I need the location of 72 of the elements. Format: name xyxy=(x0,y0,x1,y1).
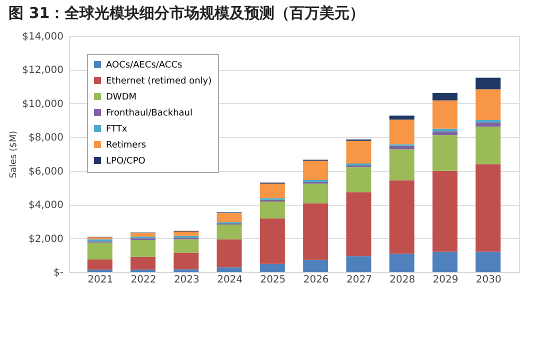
bar xyxy=(389,120,414,144)
bar xyxy=(260,218,285,264)
legend-label: AOCs/AECs/ACCs xyxy=(106,60,183,70)
bar xyxy=(260,202,285,218)
y-tick-label: $14,000 xyxy=(22,32,64,42)
bar xyxy=(432,170,458,252)
bar xyxy=(432,92,458,100)
y-tick-label: $8,000 xyxy=(28,132,64,144)
x-tick-label: 2030 xyxy=(476,274,502,286)
bar xyxy=(174,232,199,236)
legend-label: FTTx xyxy=(106,124,128,134)
bar xyxy=(389,146,414,150)
bar xyxy=(130,256,156,270)
bar xyxy=(174,269,199,272)
bar xyxy=(476,126,501,164)
bar xyxy=(216,213,242,222)
legend-label: Fronthaul/Backhaul xyxy=(106,108,192,118)
bar xyxy=(174,252,199,270)
bar xyxy=(130,232,156,237)
legend-label: Ethernet (retimed only) xyxy=(106,76,212,86)
bar xyxy=(87,260,112,270)
bar xyxy=(476,89,501,120)
bar xyxy=(130,240,156,257)
bar xyxy=(432,252,458,272)
bar xyxy=(432,100,458,129)
x-tick-label: 2025 xyxy=(260,274,286,286)
y-tick-label: $10,000 xyxy=(22,98,64,110)
bar xyxy=(432,131,458,136)
bar xyxy=(346,140,372,164)
bar xyxy=(216,267,242,272)
bar xyxy=(346,192,372,256)
bar xyxy=(476,120,501,122)
bar xyxy=(346,167,372,192)
y-tick-label: $- xyxy=(54,268,64,278)
bar xyxy=(303,260,328,272)
bar xyxy=(260,184,285,198)
y-tick-label: $6,000 xyxy=(28,166,64,178)
x-tick-label: 2027 xyxy=(346,274,372,286)
chart-title: 图 31：全球光模块细分市场规模及预测（百万美元） xyxy=(8,4,365,22)
bar xyxy=(389,254,414,272)
bar xyxy=(346,256,372,272)
x-tick-label: 2029 xyxy=(432,274,458,286)
bar xyxy=(389,180,414,254)
y-tick-label: $2,000 xyxy=(28,234,64,245)
x-tick-label: 2022 xyxy=(130,274,156,286)
legend-label: Retimers xyxy=(106,140,146,150)
bar xyxy=(303,184,328,204)
bar xyxy=(476,252,501,272)
legend-label: LPO/CPO xyxy=(106,156,146,166)
bar xyxy=(389,149,414,180)
bar xyxy=(476,164,501,252)
y-tick-label: $4,000 xyxy=(28,200,64,212)
bar xyxy=(476,122,501,127)
x-tick-label: 2026 xyxy=(303,274,329,286)
bar xyxy=(260,264,285,272)
bar xyxy=(432,128,458,132)
bar xyxy=(87,242,112,260)
bar xyxy=(432,135,458,171)
x-tick-label: 2021 xyxy=(88,274,114,286)
bar xyxy=(303,203,328,260)
bar xyxy=(174,239,199,253)
x-tick-label: 2024 xyxy=(217,274,243,286)
bar xyxy=(303,160,328,180)
y-axis-title: Sales ($M) xyxy=(9,130,20,178)
x-tick-label: 2023 xyxy=(174,274,200,286)
bar xyxy=(476,78,501,90)
y-tick-label: $12,000 xyxy=(22,65,64,76)
bar xyxy=(389,116,414,120)
x-tick-label: 2028 xyxy=(390,274,416,286)
bar xyxy=(216,224,242,240)
legend-label: DWDM xyxy=(106,92,137,102)
bar xyxy=(216,239,242,268)
